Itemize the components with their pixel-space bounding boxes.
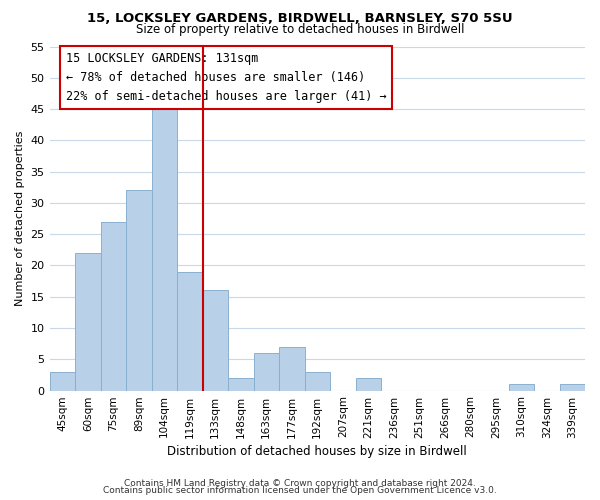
Bar xyxy=(254,353,279,391)
Bar xyxy=(228,378,254,390)
Bar xyxy=(279,347,305,391)
Bar xyxy=(509,384,534,390)
Text: Contains public sector information licensed under the Open Government Licence v3: Contains public sector information licen… xyxy=(103,486,497,495)
Bar xyxy=(75,253,101,390)
Bar xyxy=(203,290,228,390)
X-axis label: Distribution of detached houses by size in Birdwell: Distribution of detached houses by size … xyxy=(167,444,467,458)
Text: 15, LOCKSLEY GARDENS, BIRDWELL, BARNSLEY, S70 5SU: 15, LOCKSLEY GARDENS, BIRDWELL, BARNSLEY… xyxy=(87,12,513,26)
Bar xyxy=(126,190,152,390)
Bar xyxy=(101,222,126,390)
Bar xyxy=(50,372,75,390)
Bar xyxy=(356,378,381,390)
Text: Size of property relative to detached houses in Birdwell: Size of property relative to detached ho… xyxy=(136,22,464,36)
Bar xyxy=(177,272,203,390)
Bar xyxy=(560,384,585,390)
Text: Contains HM Land Registry data © Crown copyright and database right 2024.: Contains HM Land Registry data © Crown c… xyxy=(124,478,476,488)
Bar xyxy=(152,103,177,391)
Bar xyxy=(305,372,330,390)
Y-axis label: Number of detached properties: Number of detached properties xyxy=(15,131,25,306)
Text: 15 LOCKSLEY GARDENS: 131sqm
← 78% of detached houses are smaller (146)
22% of se: 15 LOCKSLEY GARDENS: 131sqm ← 78% of det… xyxy=(65,52,386,102)
